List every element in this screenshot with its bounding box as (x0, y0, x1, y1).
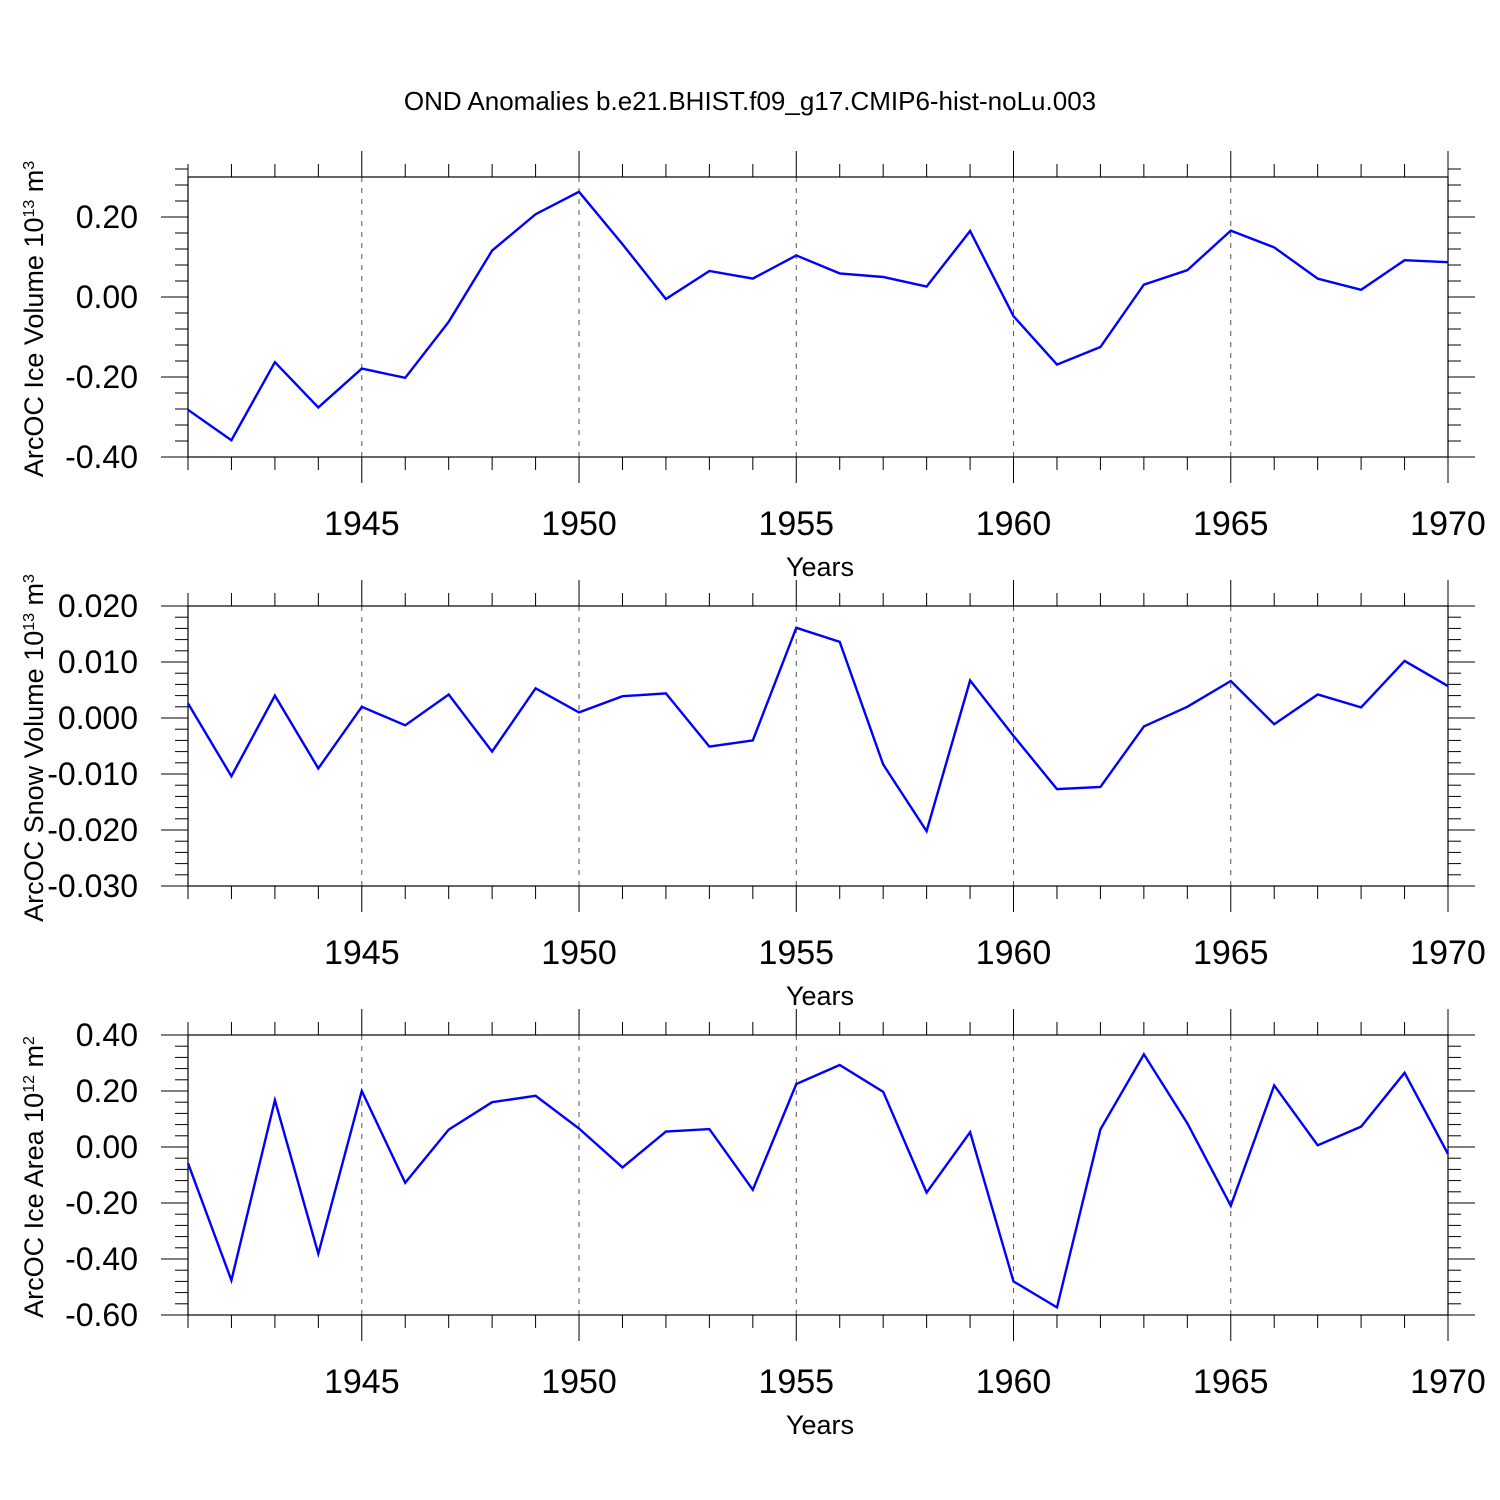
x-tick-label: 1955 (758, 1363, 834, 1401)
x-tick-label: 1945 (324, 505, 400, 543)
y-axis-label-superscript: 3 (21, 574, 38, 583)
x-tick-label: 1950 (541, 505, 617, 543)
y-tick-label: -0.20 (65, 359, 138, 395)
x-tick-label: 1955 (758, 934, 834, 972)
y-axis-label-superscript: 2 (21, 1036, 38, 1045)
y-axis-label-superscript: 13 (21, 200, 38, 218)
x-tick-label: 1960 (976, 1363, 1052, 1401)
y-axis-label-superscript: 13 (21, 613, 38, 631)
chart-title: OND Anomalies b.e21.BHIST.f09_g17.CMIP6-… (404, 86, 1096, 116)
x-tick-label: 1970 (1410, 934, 1486, 972)
x-tick-label: 1960 (976, 505, 1052, 543)
y-tick-label: -0.40 (65, 439, 138, 475)
ice-volume-panel: -0.40 -0.20 0.00 0.20 1945 1950 1955 1960 1965 19… (19, 151, 1486, 582)
y-axis-label-part: m (19, 170, 49, 200)
x-tick-label: 1945 (324, 934, 400, 972)
y-tick-label: 0.00 (76, 1129, 138, 1165)
x-axis-label: Years (786, 981, 854, 1011)
y-axis-label-part: ArcOC Ice Volume 10 (19, 218, 49, 478)
y-tick-label: -0.20 (65, 1185, 138, 1221)
y-tick-label: 0.000 (58, 700, 138, 736)
y-axis-label-part: ArcOC Ice Area 10 (19, 1093, 49, 1318)
plot-frame (187, 176, 1449, 458)
y-tick-label: 0.020 (58, 588, 138, 624)
y-axis-label-superscript: 12 (21, 1075, 38, 1093)
y-tick-label: -0.40 (65, 1241, 138, 1277)
x-tick-label: 1965 (1193, 1363, 1269, 1401)
y-tick-label: -0.030 (47, 868, 138, 904)
y-axis-label: ArcOC Snow Volume 1013 m3 (19, 574, 49, 922)
series-line (186, 626, 1449, 834)
y-tick-label: 0.20 (76, 199, 138, 235)
x-axis-label: Years (786, 552, 854, 582)
x-tick-label: 1945 (324, 1363, 400, 1401)
y-axis-label-superscript: 3 (21, 161, 38, 170)
snow-volume-panel: -0.030 -0.020 -0.010 0.000 0.010 0.020 1945 195… (19, 574, 1486, 1011)
x-tick-label: 1960 (976, 934, 1052, 972)
y-tick-label: -0.010 (47, 756, 138, 792)
ice-area-panel: -0.60 -0.40 -0.20 0.00 0.20 0.40 1945 1950 1955 1… (19, 1009, 1486, 1440)
x-tick-label: 1950 (541, 934, 617, 972)
y-axis-label: ArcOC Ice Volume 1013 m3 (19, 161, 49, 477)
y-axis-label: ArcOC Ice Area 1012 m2 (19, 1036, 49, 1318)
y-tick-label: 0.20 (76, 1073, 138, 1109)
plot-frame (187, 1034, 1449, 1316)
y-tick-label: 0.40 (76, 1017, 138, 1053)
y-axis-label-part: m (19, 583, 49, 613)
plot-frame (187, 605, 1449, 887)
x-tick-label: 1965 (1193, 934, 1269, 972)
x-tick-label: 1970 (1410, 1363, 1486, 1401)
x-tick-label: 1950 (541, 1363, 617, 1401)
y-tick-label: 0.00 (76, 279, 138, 315)
y-axis-label-part: ArcOC Snow Volume 10 (19, 631, 49, 922)
series-line (187, 190, 1449, 442)
y-tick-label: -0.60 (65, 1297, 138, 1333)
x-tick-label: 1970 (1410, 505, 1486, 543)
series-line (186, 1051, 1450, 1310)
x-tick-label: 1955 (758, 505, 834, 543)
y-axis-label-part: m (19, 1045, 49, 1075)
y-tick-label: -0.020 (47, 812, 138, 848)
x-tick-label: 1965 (1193, 505, 1269, 543)
y-tick-label: 0.010 (58, 644, 138, 680)
x-axis-label: Years (786, 1410, 854, 1440)
